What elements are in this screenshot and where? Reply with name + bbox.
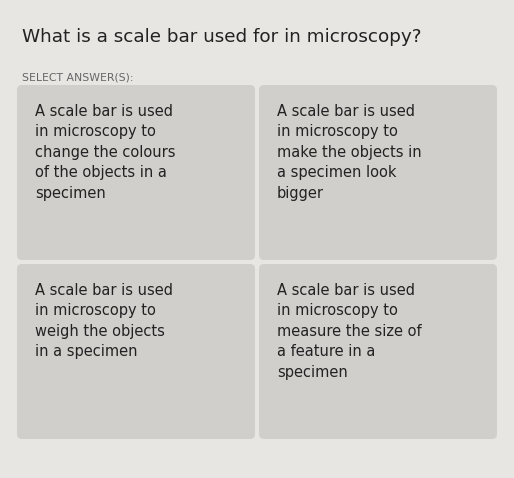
FancyBboxPatch shape: [259, 264, 497, 439]
FancyBboxPatch shape: [17, 264, 255, 439]
FancyBboxPatch shape: [259, 85, 497, 260]
Text: A scale bar is used
in microscopy to
measure the size of
a feature in a
specimen: A scale bar is used in microscopy to mea…: [277, 283, 421, 380]
Text: What is a scale bar used for in microscopy?: What is a scale bar used for in microsco…: [22, 28, 421, 46]
FancyBboxPatch shape: [17, 85, 255, 260]
Text: A scale bar is used
in microscopy to
weigh the objects
in a specimen: A scale bar is used in microscopy to wei…: [35, 283, 173, 359]
Text: SELECT ANSWER(S):: SELECT ANSWER(S):: [22, 72, 134, 82]
Text: A scale bar is used
in microscopy to
change the colours
of the objects in a
spec: A scale bar is used in microscopy to cha…: [35, 104, 175, 201]
Text: A scale bar is used
in microscopy to
make the objects in
a specimen look
bigger: A scale bar is used in microscopy to mak…: [277, 104, 421, 201]
